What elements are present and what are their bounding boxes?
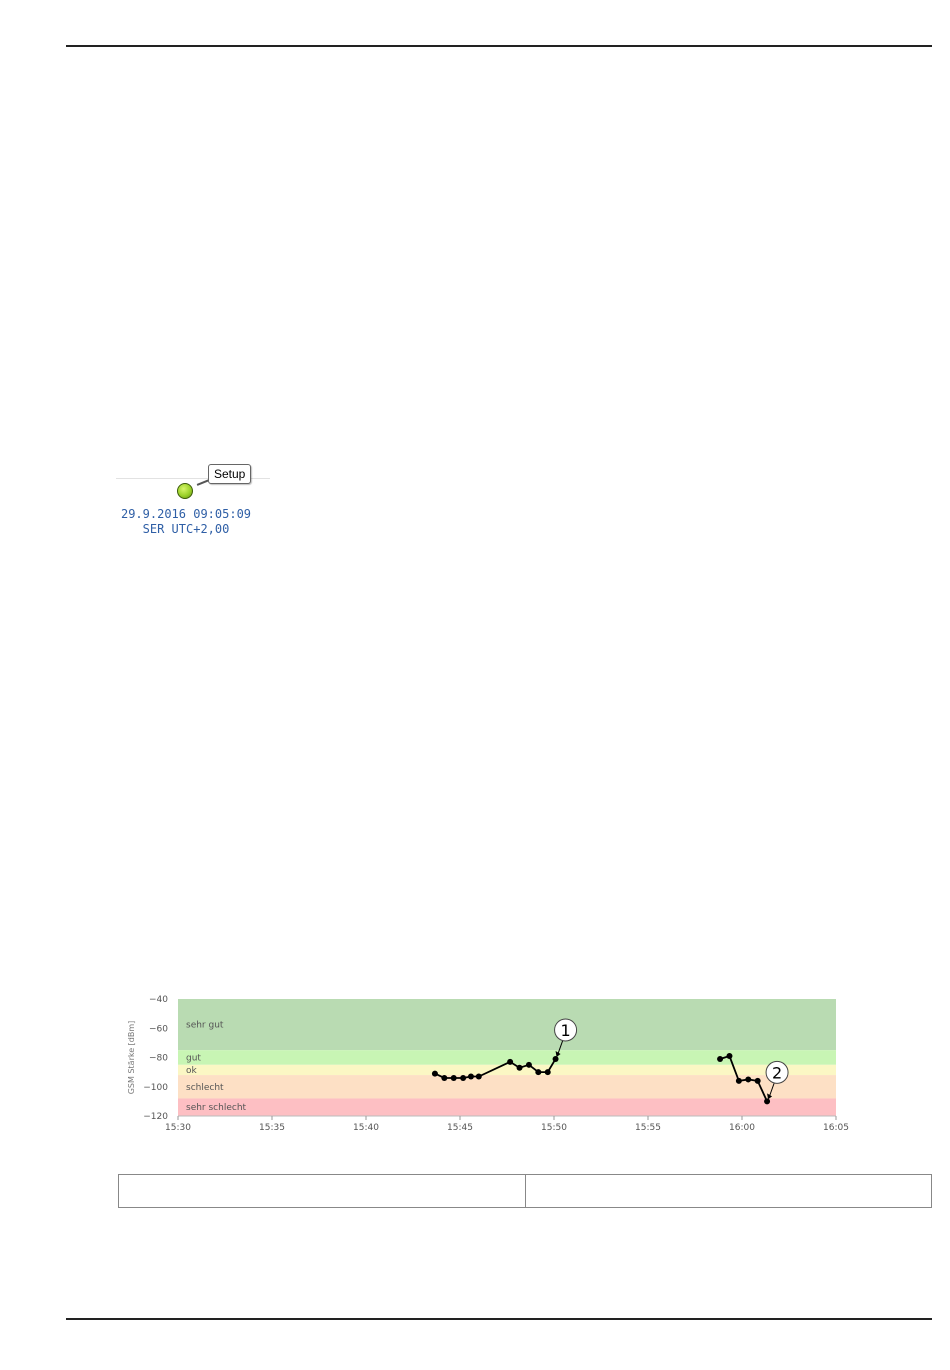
gsm-strength-chart: sehr gut gut ok schlecht sehr schlecht −40 −60… [120, 990, 850, 1140]
x-tick-label: 16:05 [823, 1123, 849, 1133]
band-ok [178, 1064, 836, 1076]
annotation-arrowhead [555, 1050, 561, 1057]
annotation-arrow [557, 1040, 564, 1056]
data-point [726, 1053, 733, 1060]
data-point [475, 1073, 482, 1080]
data-point [441, 1074, 448, 1081]
data-point [525, 1061, 532, 1068]
data-point [764, 1098, 771, 1105]
status-led-icon[interactable] [177, 483, 193, 499]
data-point [507, 1058, 514, 1065]
empty-table [118, 1174, 932, 1208]
annotation-circle [554, 1018, 578, 1042]
annotation-label: 1 [560, 1021, 570, 1040]
data-point [735, 1077, 742, 1084]
y-axis-label: GSM Stärke [dBm] [127, 1021, 136, 1095]
x-tick-label: 15:55 [635, 1123, 661, 1133]
setup-callout[interactable]: Setup [208, 464, 252, 484]
data-point [552, 1055, 559, 1062]
table-cell [118, 1174, 526, 1208]
status-widget: Setup 29.9.2016 09:05:09 SER UTC+2,00 [116, 460, 276, 545]
y-tick-label: −60 [149, 1024, 168, 1034]
x-tick-label: 15:45 [447, 1123, 473, 1133]
data-point [535, 1069, 542, 1076]
band-label: gut [186, 1054, 201, 1064]
y-tick-label: −120 [143, 1112, 168, 1122]
table-cell [525, 1174, 932, 1208]
x-tick-label: 15:30 [165, 1123, 191, 1133]
band-schlecht [178, 1075, 836, 1099]
y-tick-label: −80 [149, 1054, 168, 1064]
annotation-arrowhead [767, 1093, 773, 1100]
data-point [450, 1074, 457, 1081]
data-point [516, 1064, 523, 1071]
data-point [745, 1076, 752, 1083]
data-point [544, 1069, 551, 1076]
data-point [431, 1070, 438, 1077]
band-label: ok [186, 1066, 198, 1076]
header-rule [66, 45, 932, 47]
data-point [460, 1074, 467, 1081]
band-gut [178, 1050, 836, 1065]
band-label: sehr schlecht [186, 1103, 247, 1113]
chart-svg: sehr gut gut ok schlecht sehr schlecht −40 −60… [127, 995, 849, 1133]
band-label: schlecht [186, 1083, 224, 1093]
x-tick-label: 15:35 [259, 1123, 285, 1133]
band-label: sehr gut [186, 1021, 224, 1031]
y-tick-label: −100 [143, 1083, 168, 1093]
status-timezone: SER UTC+2,00 [142, 522, 230, 536]
x-tick-label: 16:00 [729, 1123, 755, 1133]
annotation-arrow [768, 1083, 775, 1098]
status-datetime: 29.9.2016 09:05:09 [120, 507, 252, 521]
band-sehr-gut [178, 999, 836, 1051]
data-point [467, 1073, 474, 1080]
data-point [754, 1077, 761, 1084]
table-row [118, 1174, 932, 1208]
separator-line [116, 478, 270, 479]
band-sehr-schlecht [178, 1098, 836, 1116]
annotation-label: 2 [772, 1063, 782, 1082]
x-tick-label: 15:50 [541, 1123, 567, 1133]
x-tick-label: 15:40 [353, 1123, 379, 1133]
annotation-circle [765, 1060, 789, 1084]
footer-rule [66, 1318, 932, 1320]
data-point [717, 1055, 724, 1062]
y-tick-label: −40 [149, 995, 168, 1005]
